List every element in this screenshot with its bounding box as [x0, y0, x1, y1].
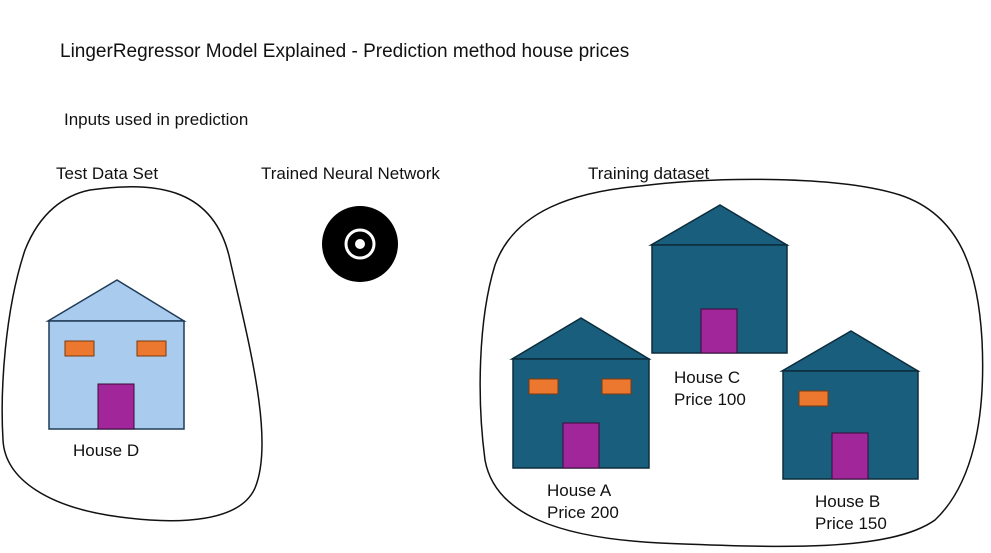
house-c-caption: House C Price 100: [674, 367, 746, 411]
house-c-name: House C: [674, 368, 741, 387]
house-b: [779, 330, 921, 480]
target-icon: [322, 206, 398, 282]
house-d: [45, 279, 187, 430]
house-b-caption: House B Price 150: [815, 491, 887, 535]
house-a-price: Price 200: [547, 503, 619, 522]
house-a-caption: House A Price 200: [547, 480, 619, 524]
house-d-name: House D: [73, 441, 140, 460]
house-a: [509, 317, 652, 469]
house-d-caption: House D: [73, 440, 139, 462]
house-c: [648, 204, 790, 354]
page-subtitle: Inputs used in prediction: [64, 110, 249, 129]
training-set-boundary: [479, 178, 984, 548]
house-c-price: Price 100: [674, 390, 746, 409]
test-set-boundary: [1, 185, 263, 522]
network-label: Trained Neural Network: [261, 164, 440, 183]
house-a-name: House A: [547, 481, 612, 500]
test-set-label: Test Data Set: [56, 164, 159, 183]
house-b-price: Price 150: [815, 514, 887, 533]
house-b-name: House B: [815, 492, 881, 511]
training-set-label: Training dataset: [588, 164, 710, 183]
page-title: LingerRegressor Model Explained - Predic…: [60, 41, 630, 62]
